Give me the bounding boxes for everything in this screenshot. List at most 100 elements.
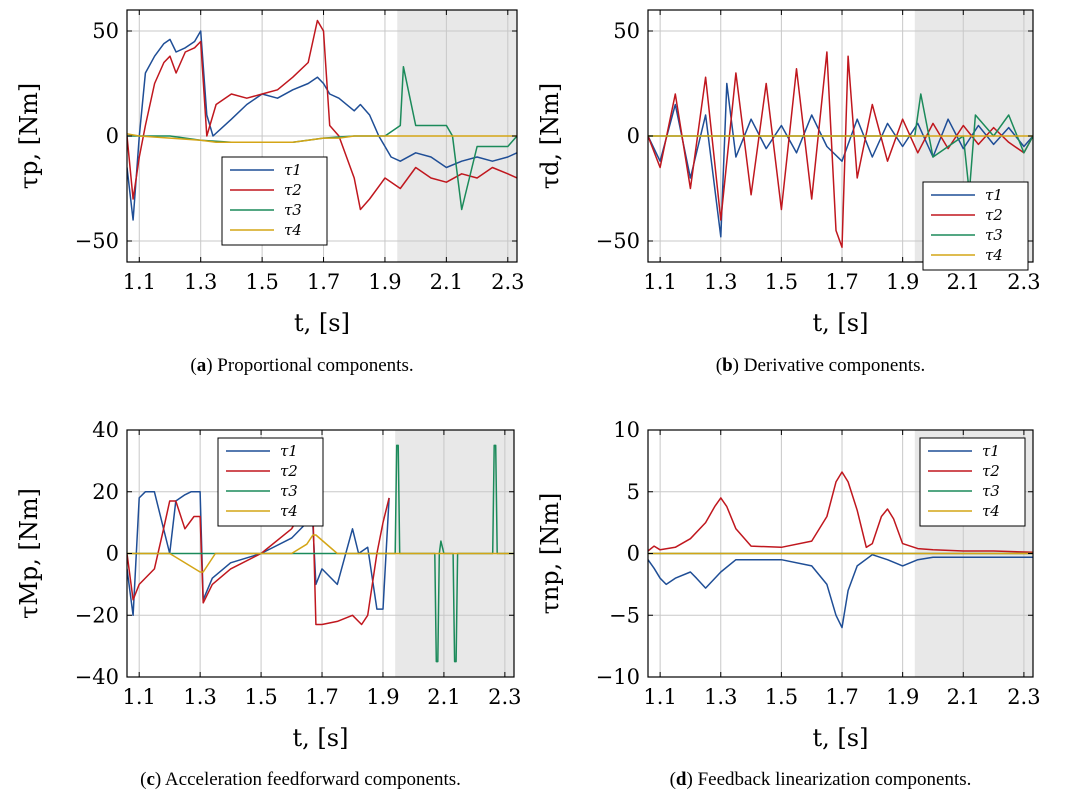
x-tick-label: 1.3 <box>704 685 737 709</box>
y-tick-label: −50 <box>75 229 119 253</box>
caption-paren: ( <box>716 355 722 376</box>
series-line-tau1 <box>127 30 517 221</box>
x-tick-label: 1.3 <box>704 270 737 294</box>
series-line-tau2 <box>127 497 390 626</box>
caption-text: Feedback linearization components. <box>698 769 972 790</box>
caption-text: Proportional components. <box>217 355 413 376</box>
legend-label-tau3: τ3 <box>284 201 302 219</box>
panel-feedback-linearization: 1.1 1.3 1.5 1.7 1.9 2.1 2.3 10 5 0 −5 −10 t, [s] τnp,… <box>536 418 1041 790</box>
series-line-tau4 <box>127 133 517 144</box>
legend: τ1 τ2 τ3 τ4 <box>919 437 1026 527</box>
y-tick-label: −20 <box>75 603 119 627</box>
y-tick-label: 50 <box>613 19 640 43</box>
x-tick-label: 2.1 <box>430 270 463 294</box>
y-tick-label: 50 <box>92 19 119 43</box>
panel-acceleration-feedforward: 1.1 1.3 1.5 1.7 1.9 2.1 2.3 40 20 0 −20 −40 t, [s] τM… <box>15 418 522 790</box>
x-tick-label: 2.3 <box>1007 685 1040 709</box>
legend-label-tau4: τ4 <box>985 246 1003 264</box>
caption-letter: a <box>197 355 207 376</box>
caption-letter: d <box>676 769 687 790</box>
y-tick-label: −10 <box>596 665 640 689</box>
legend-label-tau1: τ1 <box>985 186 1003 204</box>
x-tick-label: 2.3 <box>1007 270 1040 294</box>
x-tick-label: 1.1 <box>643 270 676 294</box>
x-tick-label: 1.1 <box>643 685 676 709</box>
series-group <box>127 444 514 663</box>
x-tick-label: 1.1 <box>122 685 155 709</box>
y-tick-label: −40 <box>75 665 119 689</box>
x-tick-label: 1.5 <box>244 685 277 709</box>
legend: τ1 τ2 τ3 τ4 <box>221 156 328 246</box>
series-line-tau2 <box>127 19 517 211</box>
panel-derivative: 1.1 1.3 1.5 1.7 1.9 2.1 2.3 50 0 −50 t, [s] τd, [Nm… <box>536 9 1041 376</box>
legend-label-tau1: τ1 <box>280 442 298 460</box>
x-axis-label: t, [s] <box>294 309 350 337</box>
legend-label-tau4: τ4 <box>280 502 298 520</box>
series-line-tau1 <box>648 553 1033 629</box>
caption-paren: ) <box>687 769 698 790</box>
legend: τ1 τ2 τ3 τ4 <box>217 437 324 527</box>
series-group <box>648 471 1033 629</box>
legend-label-tau4: τ4 <box>284 221 302 239</box>
caption-paren: ) <box>733 355 744 376</box>
x-tick-label: 1.9 <box>366 685 399 709</box>
caption-letter: b <box>722 355 733 376</box>
legend-label-tau3: τ3 <box>985 226 1003 244</box>
caption-paren: ( <box>670 769 676 790</box>
x-tick-label: 1.7 <box>825 685 858 709</box>
y-tick-label: 5 <box>627 480 640 504</box>
legend-label-tau2: τ2 <box>985 206 1003 224</box>
legend-label-tau2: τ2 <box>982 462 1000 480</box>
x-tick-label: 2.1 <box>947 270 980 294</box>
series-group <box>648 51 1033 249</box>
caption-paren: ) <box>206 355 217 376</box>
legend-label-tau1: τ1 <box>982 442 1000 460</box>
legend: τ1 τ2 τ3 τ4 <box>922 181 1029 271</box>
panel-caption: (b) Derivative components. <box>716 355 926 376</box>
x-axis-label: t, [s] <box>813 309 869 337</box>
panel-proportional: 1.1 1.3 1.5 1.7 1.9 2.1 2.3 50 0 −50 t, [s] τp, [Nm… <box>15 9 524 376</box>
x-axis-label: t, [s] <box>813 724 869 752</box>
legend-label-tau2: τ2 <box>284 181 302 199</box>
y-tick-label: 0 <box>106 124 119 148</box>
y-tick-label: 20 <box>92 480 119 504</box>
x-tick-label: 1.5 <box>765 270 798 294</box>
x-tick-label: 1.5 <box>245 270 278 294</box>
x-tick-label: 1.3 <box>184 270 217 294</box>
x-tick-label: 1.7 <box>825 270 858 294</box>
legend-label-tau3: τ3 <box>982 482 1000 500</box>
x-tick-label: 1.9 <box>886 685 919 709</box>
y-tick-label: −5 <box>609 603 640 627</box>
y-axis-label: τp, [Nm] <box>15 83 43 189</box>
y-tick-label: 10 <box>613 418 640 442</box>
series-line-tau4 <box>127 534 514 573</box>
x-tick-label: 1.7 <box>307 270 340 294</box>
x-tick-label: 1.5 <box>765 685 798 709</box>
y-tick-label: 0 <box>627 124 640 148</box>
y-axis-label: τd, [Nm] <box>536 83 564 189</box>
x-tick-label: 2.3 <box>491 270 524 294</box>
legend-label-tau2: τ2 <box>280 462 298 480</box>
legend-label-tau3: τ3 <box>280 482 298 500</box>
caption-paren: ( <box>140 769 146 790</box>
series-line-tau1 <box>648 82 1033 238</box>
x-tick-label: 1.9 <box>368 270 401 294</box>
x-tick-label: 2.3 <box>488 685 521 709</box>
series-group <box>127 19 517 221</box>
panel-caption: (a) Proportional components. <box>190 355 413 376</box>
series-line-tau2 <box>648 51 1033 249</box>
x-tick-label: 2.1 <box>947 685 980 709</box>
x-tick-label: 1.1 <box>123 270 156 294</box>
x-axis-label: t, [s] <box>293 724 349 752</box>
caption-letter: c <box>146 769 154 790</box>
y-tick-label: 40 <box>92 418 119 442</box>
x-tick-label: 1.7 <box>305 685 338 709</box>
caption-paren: ( <box>190 355 196 376</box>
caption-paren: ) <box>155 769 165 790</box>
y-tick-label: 0 <box>106 542 119 566</box>
series-line-tau2 <box>648 471 1033 554</box>
caption-text: Derivative components. <box>744 355 926 376</box>
y-axis-label: τnp, [Nm] <box>536 493 564 615</box>
legend-label-tau4: τ4 <box>982 502 1000 520</box>
